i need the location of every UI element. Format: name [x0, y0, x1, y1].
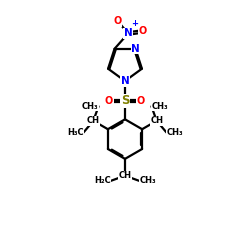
Text: O: O: [137, 96, 145, 106]
Text: CH: CH: [150, 116, 163, 125]
Text: H₃C: H₃C: [67, 128, 84, 137]
Text: CH₃: CH₃: [140, 176, 156, 186]
Text: O: O: [114, 16, 122, 26]
Text: CH: CH: [118, 171, 132, 180]
Text: N: N: [131, 44, 140, 54]
Text: O: O: [138, 26, 146, 36]
Text: CH₃: CH₃: [152, 102, 168, 111]
Text: N: N: [124, 28, 132, 38]
Text: S: S: [121, 94, 129, 107]
Text: CH₃: CH₃: [166, 128, 183, 137]
Text: +: +: [132, 19, 138, 28]
Text: CH: CH: [87, 116, 100, 125]
Text: O: O: [105, 96, 113, 106]
Text: N: N: [121, 76, 130, 86]
Text: CH₃: CH₃: [82, 102, 98, 111]
Text: H₂C: H₂C: [94, 176, 110, 186]
